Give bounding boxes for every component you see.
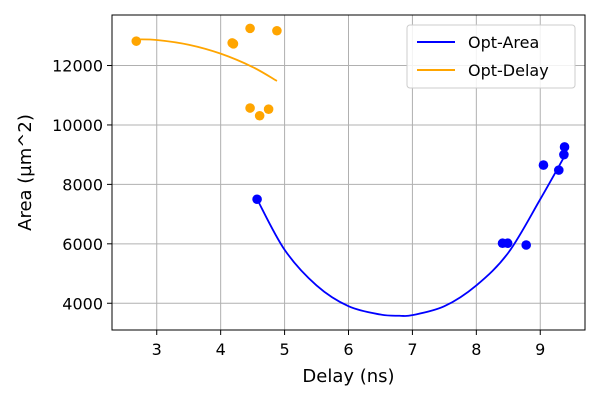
opt-area-point [252, 194, 262, 205]
x-tick-label: 6 [343, 340, 353, 359]
legend: Opt-Area Opt-Delay [406, 24, 576, 89]
y-axis-title: Area (µm^2) [15, 114, 36, 231]
fit-layer [136, 38, 566, 317]
opt-delay-point [272, 25, 282, 36]
opt-delay-point [254, 110, 265, 121]
opt-delay-point [131, 36, 142, 46]
point-layer [131, 23, 570, 250]
tick-layer: 3 4 5 6 7 8 9 4000 6000 8000 10000 12000 [52, 57, 545, 359]
opt-area-point [559, 142, 570, 152]
grid-layer [112, 15, 585, 330]
opt-area-point [502, 238, 513, 249]
x-axis-title: Delay (ns) [302, 366, 394, 387]
opt-delay-point [228, 39, 239, 49]
y-tick-label: 4000 [62, 294, 103, 313]
y-tick-label: 12000 [52, 57, 103, 76]
opt-delay-point [245, 23, 255, 34]
legend-box [406, 24, 576, 89]
legend-label-opt-area: Opt-Area [468, 33, 539, 52]
legend-label-opt-delay: Opt-Delay [468, 61, 549, 80]
opt-delay-fit-line [136, 38, 278, 82]
x-tick-label: 9 [535, 340, 545, 359]
x-tick-label: 5 [279, 340, 289, 359]
opt-area-fit-line [256, 155, 566, 317]
opt-area-point [553, 165, 564, 175]
x-tick-label: 4 [216, 340, 226, 359]
opt-delay-point [245, 103, 255, 113]
opt-area-point [538, 160, 549, 170]
opt-area-point [559, 149, 569, 160]
y-tick-label: 6000 [62, 235, 103, 254]
x-tick-label: 7 [407, 340, 417, 359]
x-tick-label: 8 [471, 340, 481, 359]
y-tick-label: 8000 [62, 175, 103, 194]
opt-area-point [521, 240, 531, 250]
y-tick-label: 10000 [52, 116, 103, 135]
x-tick-label: 3 [152, 340, 162, 359]
opt-delay-point [263, 104, 274, 115]
